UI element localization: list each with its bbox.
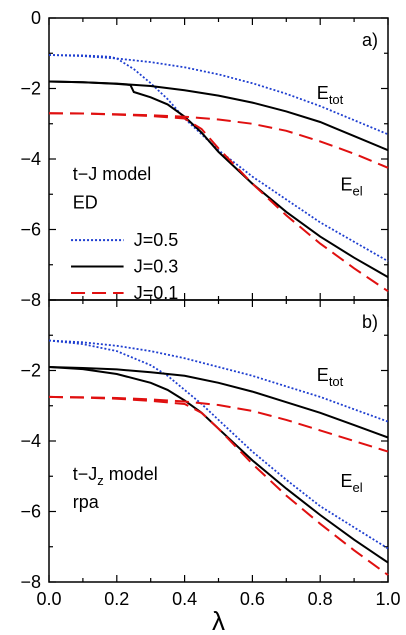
y-tick-label: −4: [20, 431, 41, 451]
panel-a: 0 −2 −4 −6 −8 a) Etot Eel t−J model ED J=0.5 J=0.3 J…: [20, 8, 389, 310]
series-line-J0.1-etot: [48, 112, 389, 169]
panel-b: −2 −4 −6 −80.0 0.2 0.4 0.6 0.8 1.0 λ b) Etot Eel t−Jz…: [20, 299, 401, 635]
y-tick-label: 0: [31, 8, 41, 28]
series-line-J0.5-etot: [48, 54, 389, 136]
series-line-J0.5-eel: [48, 54, 389, 262]
plot-frame: [48, 17, 389, 301]
legend-label: J=0.3: [134, 257, 179, 277]
model-title: t−J model: [73, 164, 152, 184]
x-tick-label: 0.6: [240, 589, 265, 609]
panel-label: a): [362, 30, 378, 50]
series-line-J0.1-etot: [48, 395, 389, 453]
annotation-eel: Eel: [341, 471, 363, 495]
x-tick-label: 0.4: [172, 589, 197, 609]
y-tick-label: −2: [20, 79, 41, 99]
series-line-J0.3-etot: [48, 366, 389, 439]
x-tick-label: 0.2: [104, 589, 129, 609]
y-tick-label: −4: [20, 149, 41, 169]
y-tick-label: −2: [20, 361, 41, 381]
model-title: t−Jz model: [73, 464, 158, 488]
x-tick-label: 1.0: [375, 589, 400, 609]
x-axis-title: λ: [212, 606, 225, 635]
method-label: rpa: [73, 492, 100, 512]
x-tick-label: 0.0: [36, 589, 61, 609]
x-tick-label: 0.8: [308, 589, 333, 609]
y-tick-label: −8: [20, 290, 41, 310]
y-tick-label: −8: [20, 572, 41, 592]
y-tick-label: −6: [20, 220, 41, 240]
legend-label: J=0.5: [134, 230, 179, 250]
annotation-etot: Etot: [317, 83, 344, 107]
plot-frame: [48, 299, 389, 583]
series-line-J0.3-eel: [48, 366, 389, 564]
panel-label: b): [362, 312, 378, 332]
annotation-etot: Etot: [317, 365, 344, 389]
series-line-J0.5-etot: [48, 339, 389, 423]
annotation-eel: Eel: [341, 175, 363, 199]
series-line-J0.1-eel: [48, 112, 389, 293]
legend-label: J=0.1: [134, 283, 179, 303]
y-tick-label: −6: [20, 502, 41, 522]
series-line-J0.1-eel: [48, 395, 389, 576]
method-label: ED: [73, 192, 98, 212]
